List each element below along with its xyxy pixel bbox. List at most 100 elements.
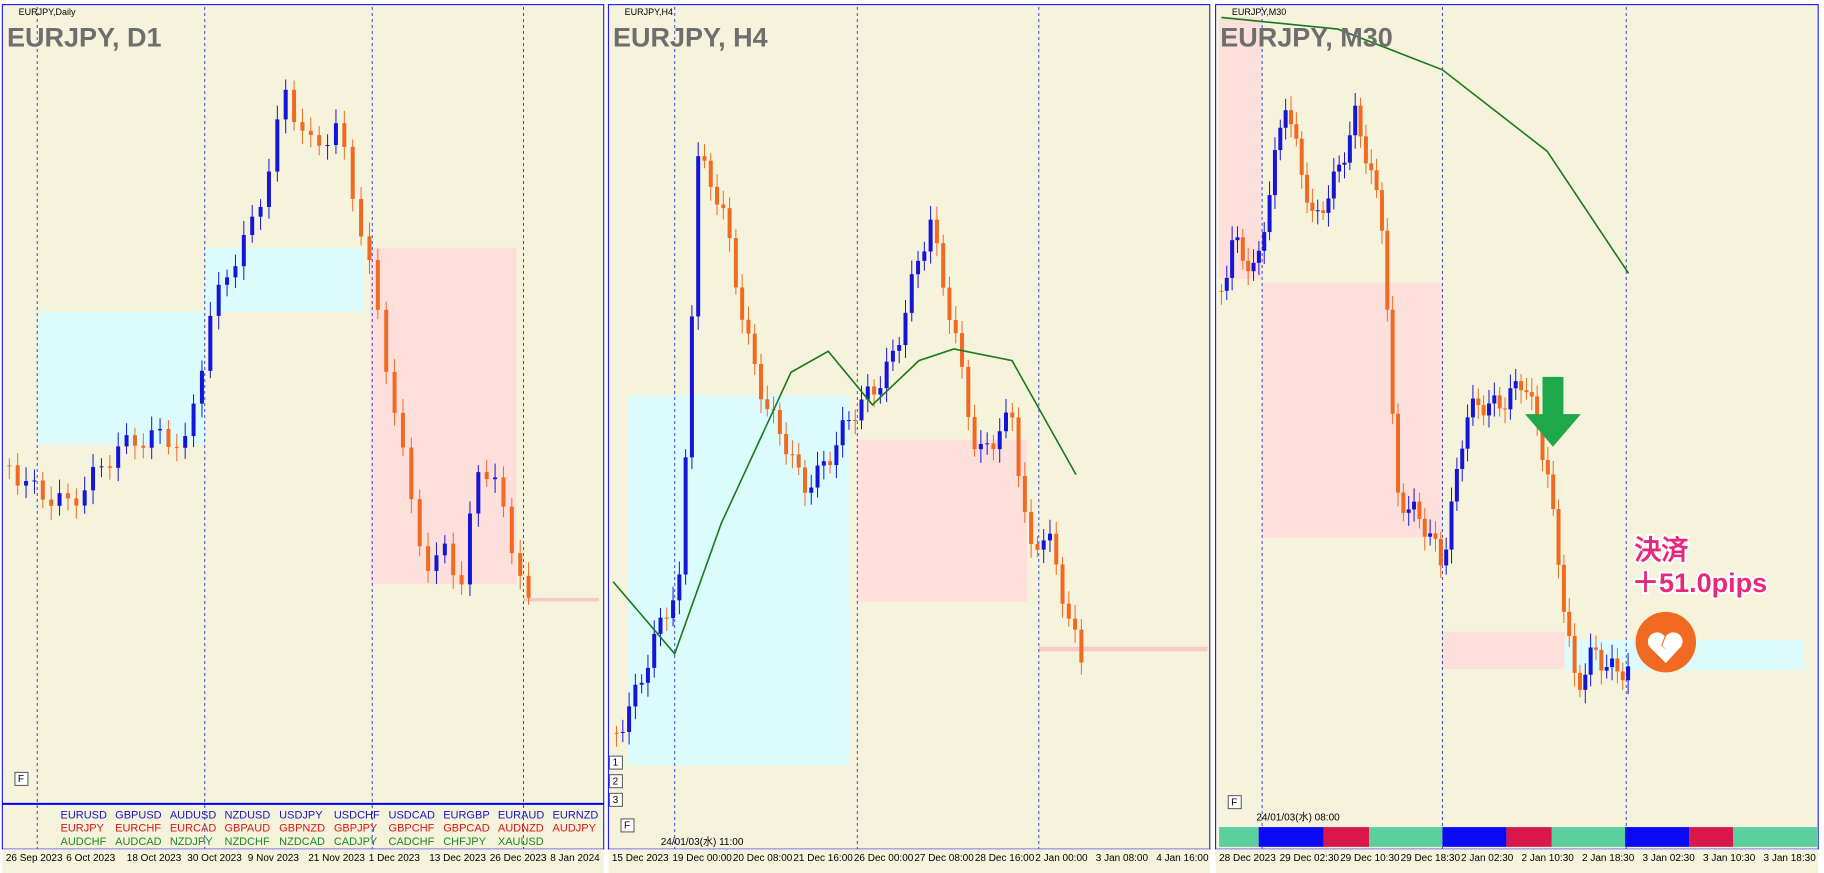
moving-average: [612, 348, 1077, 656]
currency-link[interactable]: EURNZD: [553, 809, 599, 821]
candle-body: [1535, 396, 1540, 425]
candle-body: [1594, 647, 1598, 650]
button[interactable]: [14, 771, 29, 786]
x-tick-label: 2 Jan 10:30: [1522, 853, 1575, 864]
candle-body: [191, 403, 196, 437]
currency-link[interactable]: CHFJPY: [443, 836, 486, 848]
candle-body: [696, 156, 701, 317]
currency-link[interactable]: NZDCAD: [279, 836, 325, 848]
candle-body: [1465, 417, 1470, 449]
candle-body: [1267, 195, 1272, 233]
button[interactable]: [1227, 795, 1242, 810]
candle-body: [1305, 174, 1310, 203]
currency-link[interactable]: CADCHF: [389, 836, 435, 848]
candle-body: [1251, 262, 1256, 272]
currency-link[interactable]: GBPAUD: [225, 823, 271, 835]
currency-link[interactable]: GBPCHF: [389, 823, 435, 835]
candle-body: [426, 546, 431, 571]
currency-link[interactable]: EURCAD: [170, 823, 217, 835]
candle-body: [1379, 190, 1384, 231]
currency-link[interactable]: AUDNZD: [498, 823, 544, 835]
currency-link[interactable]: NZDJPY: [170, 836, 213, 848]
candle-body: [1315, 210, 1320, 212]
chart-title: EURJPY, M30: [1220, 23, 1393, 53]
symbol-label: EURJPY,Daily: [19, 7, 76, 17]
candle-body: [1583, 674, 1588, 690]
candle-body: [1047, 533, 1052, 541]
button-label: 2: [613, 776, 619, 787]
candle-body: [1545, 460, 1550, 475]
candle-body: [1588, 647, 1593, 675]
candle-body: [258, 206, 263, 217]
signal-strip: [1219, 827, 1259, 847]
candle-body: [375, 260, 380, 310]
date-stamp: 24/01/03(水) 08:00: [1256, 811, 1340, 823]
candle-body: [15, 465, 20, 486]
currency-link[interactable]: EURUSD: [60, 809, 107, 821]
currency-link[interactable]: GBPCAD: [443, 823, 490, 835]
candle-body: [342, 123, 347, 147]
candle-body: [1358, 105, 1363, 137]
currency-link[interactable]: EURCHF: [115, 823, 161, 835]
currency-link[interactable]: EURGBP: [443, 809, 489, 821]
currency-link[interactable]: XAUUSD: [498, 836, 544, 848]
candle-body: [308, 130, 313, 136]
candle-body: [1310, 202, 1315, 211]
x-tick-label: 3 Jan 02:30: [1643, 853, 1696, 864]
signal-strip: [1506, 827, 1552, 847]
currency-link[interactable]: NZDCHF: [225, 836, 270, 848]
candle-body: [765, 399, 770, 410]
candle-body: [384, 309, 389, 372]
signal-strip: [1369, 827, 1443, 847]
candle-body: [733, 238, 738, 288]
symbol-label: EURJPY,M30: [1232, 7, 1286, 17]
candle-body: [1551, 474, 1556, 510]
candle-body: [1262, 232, 1267, 251]
symbol-label: EURJPY,H4: [625, 7, 673, 17]
candle-body: [1470, 398, 1475, 418]
x-tick-label: 3 Jan 10:30: [1703, 853, 1756, 864]
currency-link[interactable]: USDCAD: [389, 809, 436, 821]
chart-title: EURJPY, H4: [613, 23, 768, 53]
candle-body: [1385, 230, 1390, 310]
candle-body: [997, 431, 1002, 450]
candle-body: [124, 435, 129, 447]
currency-link[interactable]: NZDUSD: [225, 809, 271, 821]
zone-box: [37, 311, 205, 445]
button[interactable]: [608, 755, 623, 770]
x-tick-label: 27 Dec 08:00: [914, 853, 974, 864]
candle-body: [65, 493, 70, 499]
candle-body: [1283, 110, 1288, 128]
candle-body: [216, 284, 221, 316]
candle-body: [1240, 237, 1245, 261]
candle-body: [1066, 603, 1071, 619]
currency-link[interactable]: CADJPY: [334, 836, 378, 848]
currency-link[interactable]: GBPUSD: [115, 809, 162, 821]
candle-body: [991, 443, 996, 450]
button[interactable]: [608, 792, 623, 807]
currency-link[interactable]: AUDJPY: [553, 823, 597, 835]
currency-link[interactable]: EURJPY: [60, 823, 104, 835]
currency-link[interactable]: AUDCHF: [60, 836, 106, 848]
currency-link[interactable]: AUDUSD: [170, 809, 217, 821]
currency-link[interactable]: USDCHF: [334, 809, 380, 821]
button[interactable]: [620, 818, 635, 833]
candle-body: [784, 434, 789, 455]
x-tick-label: 4 Jan 16:00: [1156, 853, 1209, 864]
x-tick-label: 8 Jan 2024: [550, 853, 600, 864]
currency-link[interactable]: EURAUD: [498, 809, 545, 821]
candle-body: [721, 204, 726, 209]
candle-body: [740, 287, 745, 320]
currency-link[interactable]: AUDCAD: [115, 836, 162, 848]
currency-link[interactable]: GBPJPY: [334, 823, 378, 835]
currency-link[interactable]: USDJPY: [279, 809, 323, 821]
button[interactable]: [608, 774, 623, 789]
candle-body: [645, 667, 650, 683]
zone-box: [628, 395, 850, 766]
x-tick-label: 2 Jan 18:30: [1582, 853, 1635, 864]
candle-body: [1079, 629, 1084, 663]
candle-body: [1256, 250, 1261, 263]
candle-body: [947, 287, 952, 321]
currency-link[interactable]: GBPNZD: [279, 823, 325, 835]
candle-body: [1401, 492, 1406, 513]
